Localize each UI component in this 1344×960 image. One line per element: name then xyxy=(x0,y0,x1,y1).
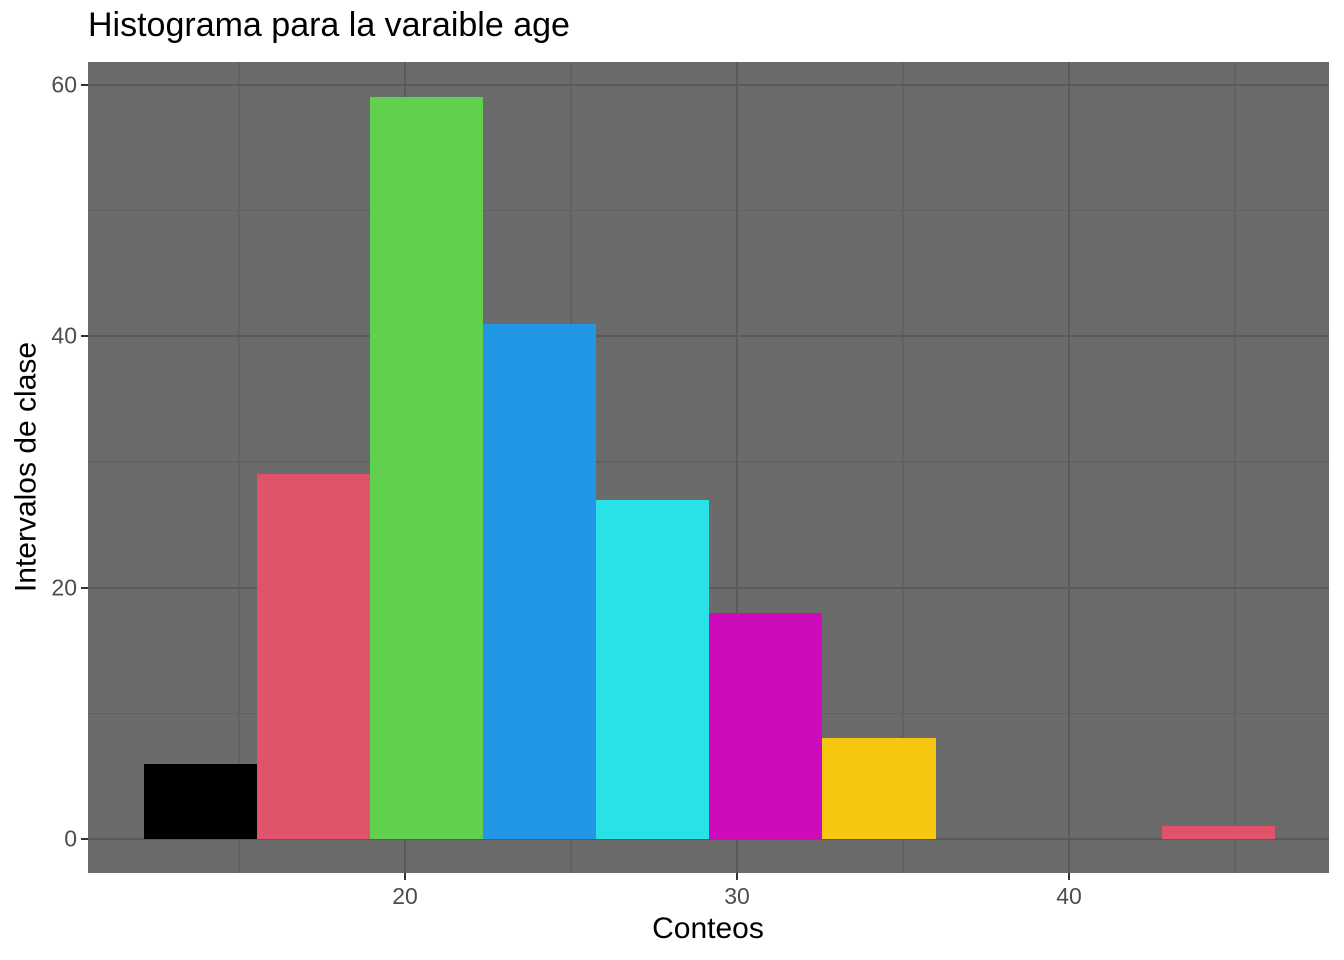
y-tick-label: 60 xyxy=(51,71,77,98)
plot-title: Histograma para la varaible age xyxy=(88,6,570,44)
x-tick-label: 20 xyxy=(392,883,418,909)
x-axis-tick-mark xyxy=(736,873,739,880)
histogram-bar xyxy=(257,474,371,840)
gridline-minor-vertical xyxy=(1234,62,1236,873)
y-axis-tick-mark xyxy=(81,586,88,589)
histogram-bar xyxy=(1161,826,1275,840)
x-tick-label: 40 xyxy=(1056,883,1082,909)
y-axis-tick-mark xyxy=(81,83,88,86)
histogram-bar xyxy=(144,763,258,840)
gridline-major-horizontal xyxy=(88,83,1329,86)
y-tick-label: 40 xyxy=(51,322,77,349)
gridline-major-vertical xyxy=(1068,62,1071,873)
gridline-major-horizontal xyxy=(88,335,1329,338)
histogram-bar xyxy=(370,97,484,840)
histogram-bar xyxy=(822,738,936,840)
histogram-bar xyxy=(596,499,710,840)
gridline-major-vertical xyxy=(736,62,739,873)
x-tick-label: 30 xyxy=(724,883,750,909)
y-axis-tick-mark xyxy=(81,335,88,338)
x-axis-title: Conteos xyxy=(652,912,764,945)
histogram-bar xyxy=(483,323,597,840)
x-axis-tick-mark xyxy=(1068,873,1071,880)
gridline-minor-horizontal xyxy=(88,209,1329,212)
y-tick-label: 20 xyxy=(51,573,77,600)
plot-panel xyxy=(88,62,1329,873)
gridline-minor-vertical xyxy=(238,62,240,873)
y-tick-label: 0 xyxy=(64,825,77,852)
gridline-minor-vertical xyxy=(902,62,904,873)
gridline-minor-horizontal xyxy=(88,461,1329,463)
y-axis-title: Intervalos de clase xyxy=(9,341,43,593)
x-axis-tick-mark xyxy=(404,873,407,880)
histogram-bar xyxy=(709,612,823,840)
y-axis-tick-mark xyxy=(81,838,88,841)
gridline-major-horizontal xyxy=(88,838,1329,841)
